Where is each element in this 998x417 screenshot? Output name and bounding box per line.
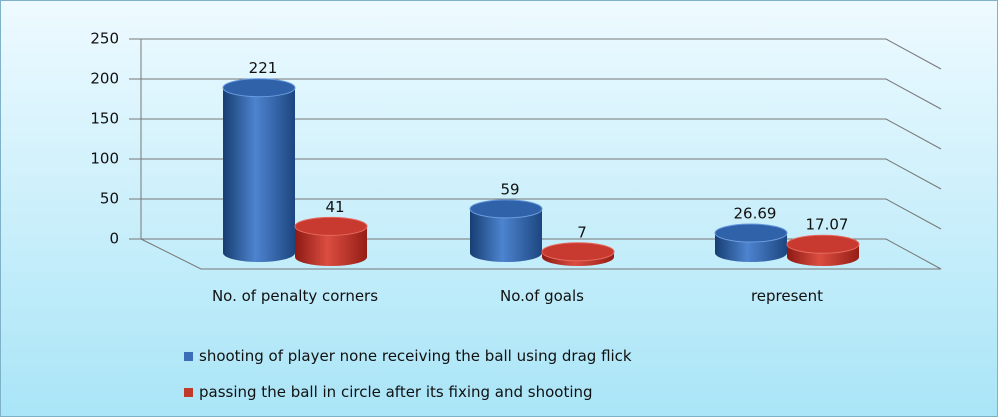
- floor: [140, 238, 941, 270]
- legend-swatch: [184, 351, 193, 361]
- x-tick-label: No.of goals: [499, 287, 584, 305]
- y-tick-label: 150: [90, 110, 119, 128]
- bar: [222, 78, 296, 262]
- legend-swatch: [184, 387, 193, 397]
- bar: [469, 199, 543, 262]
- bar: [294, 216, 368, 266]
- grid-line: [885, 198, 942, 230]
- grid-line: [885, 158, 942, 190]
- data-label: 26.69: [734, 205, 777, 223]
- data-label: 59: [500, 180, 519, 198]
- y-tick-label: 50: [100, 190, 119, 208]
- bar: [714, 223, 788, 262]
- grid-line: [885, 38, 942, 70]
- bar: [541, 242, 615, 266]
- grid-line: [885, 118, 942, 150]
- grid-line: [885, 238, 942, 270]
- data-label: 17.07: [806, 216, 849, 234]
- y-tick-label: 100: [90, 150, 119, 168]
- y-tick-label: 200: [90, 70, 119, 88]
- legend-item: shooting of player none receiving the ba…: [184, 347, 632, 365]
- legend-label: shooting of player none receiving the ba…: [199, 347, 632, 365]
- data-label: 41: [325, 198, 344, 216]
- y-tick-label: 250: [90, 30, 119, 48]
- grid-line: [885, 78, 942, 110]
- x-tick-label: represent: [750, 287, 824, 305]
- legend-item: passing the ball in circle after its fix…: [184, 383, 593, 401]
- y-tick-label: 0: [109, 230, 119, 248]
- legend-label: passing the ball in circle after its fix…: [199, 383, 593, 401]
- bar: [786, 234, 860, 266]
- data-label: 7: [577, 223, 587, 241]
- data-label: 221: [249, 59, 278, 77]
- x-tick-label: No. of penalty corners: [211, 287, 379, 305]
